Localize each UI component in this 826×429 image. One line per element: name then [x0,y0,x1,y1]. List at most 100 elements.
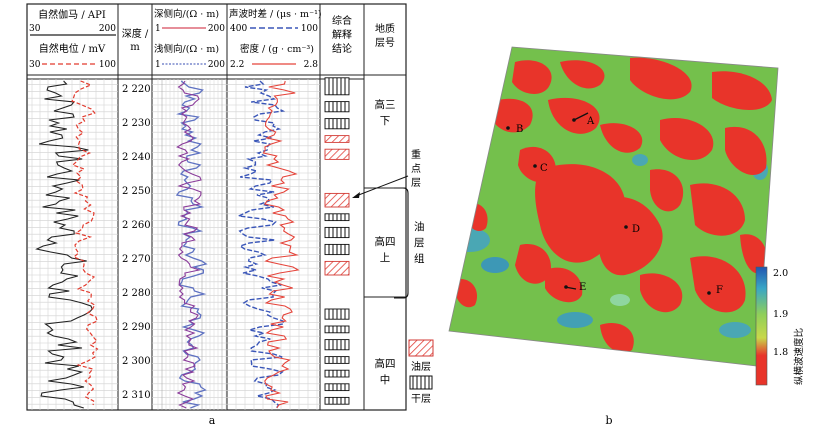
colorbar-tick-2-0: 2.0 [773,268,788,279]
oil-layer-legend-swatch [408,339,434,357]
ac-min: 400 [230,24,247,34]
interp-header-2: 解释 [332,28,352,41]
colorbar-tick-1-9: 1.9 [773,309,788,320]
key-layer-label-3: 层 [411,177,421,189]
dry-layer-box [324,339,350,351]
zone-gaosi-zhong-2: 中 [380,373,391,386]
sp-label: 自然电位 / mV [39,42,106,55]
gr-max: 200 [99,24,116,34]
depth-header-2: m [130,42,140,53]
dry-layer-box [324,356,350,364]
arrow-head-icon [352,192,360,198]
well-b-label: B [516,124,523,135]
well-c-marker [533,164,537,168]
zone-gaosan-xia-2: 下 [380,115,391,127]
depth-tick-label: 2 250 [122,186,151,197]
key-layer-label-1: 重 [411,148,421,161]
oil-group-label-2: 层 [414,237,425,249]
density-curve [262,80,300,409]
velocity-ratio-map: A B C D E F 2.0 1.9 1.8 纵横波速度比 b [448,46,805,427]
dry-layer-legend-label: 干层 [411,393,431,405]
well-markers: A B C D E F [506,112,723,296]
interpretation-column [324,77,350,405]
zone-gaosi-zhong-1: 高四 [375,357,396,370]
colorbar [755,266,768,386]
shallow-resistivity-curve [175,80,208,409]
well-log-panel: 自然伽马 / API 30 200 自然电位 / mV 30 100 深度 / … [26,3,434,427]
ac-max: 100 [301,24,318,34]
sp-min: 30 [29,60,41,70]
zone-gaosan-xia-1: 高三 [375,98,396,111]
well-f-label: F [716,285,723,296]
interp-header-1: 综合 [332,14,352,27]
colorbar-title: 纵横波速度比 [793,328,805,385]
oil-group-label-1: 油 [414,220,425,233]
depth-tick-label: 2 260 [122,220,151,231]
well-e-label: E [579,282,586,293]
dry-layer-box [324,213,350,222]
log-curves [35,80,300,409]
well-b-marker [506,126,510,130]
oil-layer-box [324,192,350,208]
deep-resistivity-label: 深侧向/(Ω · m) [154,8,219,20]
well-e-marker [564,285,568,289]
well-d-label: D [632,224,640,235]
interp-header-3: 结论 [332,42,352,55]
gamma-ray-curve [35,80,93,409]
dry-layer-box [324,308,350,320]
panel-b-caption: b [605,414,612,427]
deep-resistivity-curve [176,80,202,409]
log-grid [28,79,320,410]
deep-min: 1 [155,24,161,34]
deep-max: 200 [208,24,225,34]
layer-header-2: 层号 [375,37,395,49]
gr-min: 30 [29,24,41,34]
oil-group-bracket [394,187,409,299]
colorbar-tick-1-8: 1.8 [773,347,788,358]
dry-layer-legend-swatch [409,375,433,390]
sp-max: 100 [99,60,116,70]
acoustic-curve [236,80,286,409]
key-layer-arrow [355,175,409,197]
oil-layer-box [324,260,350,276]
well-f-marker [707,291,711,295]
shallow-resistivity-label: 浅侧向/(Ω · m) [154,43,219,55]
depth-tick-label: 2 270 [122,254,151,265]
dry-layer-box [324,118,350,130]
zone-gaosi-shang-2: 上 [380,252,391,264]
gr-label: 自然伽马 / API [38,8,106,21]
depth-tick-label: 2 240 [122,152,151,163]
key-layer-label-2: 点 [411,163,421,175]
oil-layer-box [324,148,350,160]
oil-group-label-3: 组 [414,252,425,265]
well-a-trajectory [573,112,589,121]
den-min: 2.2 [230,60,244,70]
oil-layer-legend-label: 油层 [411,360,431,373]
dry-layer-box [324,325,350,334]
zone-gaosi-shang-1: 高四 [375,235,396,248]
dry-layer-box [324,243,350,256]
shallow-min: 1 [155,60,161,70]
sp-curve [71,80,99,406]
depth-header-1: 深度 / [122,27,149,40]
well-c-label: C [540,163,548,174]
dry-layer-box [324,369,350,378]
well-a-label: A [586,116,595,127]
depth-tick-label: 2 230 [122,118,151,129]
acoustic-label: 声波时差 / (μs · m⁻¹) [229,8,322,20]
depth-tick-label: 2 300 [122,356,151,367]
den-max: 2.8 [304,60,319,70]
depth-scale: 2 220 2 230 2 240 2 250 2 260 2 270 2 280 2 290… [122,84,151,401]
dry-layer-box [324,383,350,392]
well-a-marker [572,118,576,122]
well-d-marker [624,225,628,229]
depth-tick-label: 2 310 [122,390,151,401]
depth-tick-label: 2 290 [122,322,151,333]
depth-tick-label: 2 220 [122,84,151,95]
dry-layer-box [324,77,350,96]
depth-tick-label: 2 280 [122,288,151,299]
shallow-max: 200 [208,60,225,70]
dry-layer-box [324,101,350,113]
density-label: 密度 / (g · cm⁻³) [240,43,314,55]
